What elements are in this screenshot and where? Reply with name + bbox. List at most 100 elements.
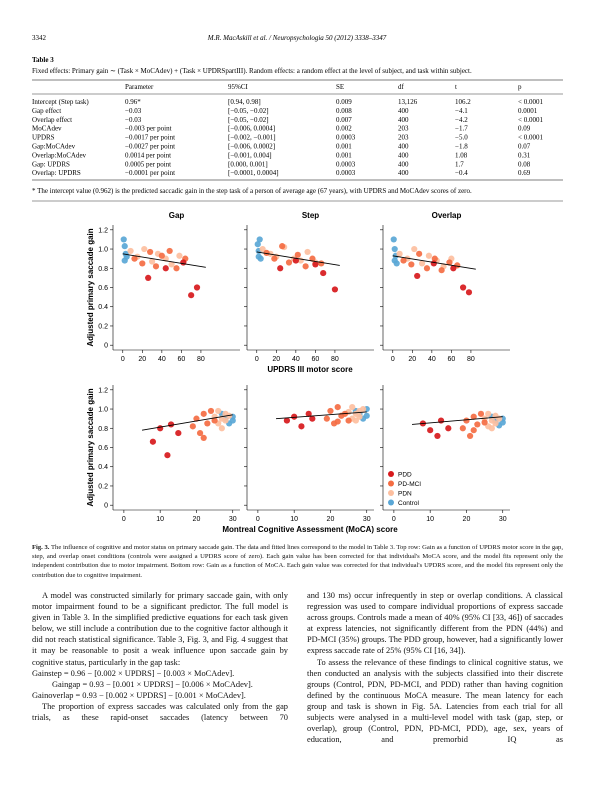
data-point (450, 265, 457, 272)
row-label: MoCAdev (32, 125, 62, 133)
y-tick-label: 0.6 (98, 285, 108, 292)
data-point (166, 247, 173, 255)
data-point (162, 265, 169, 272)
data-point (283, 417, 291, 424)
table-cell: 0.0001 (518, 107, 538, 115)
data-point (309, 415, 316, 422)
y-tick-label: 0.2 (98, 483, 108, 490)
data-point (390, 236, 397, 243)
table-cell: 0.001 (336, 151, 352, 159)
data-point (204, 420, 211, 427)
row-label: Overlap: UPDRS (32, 169, 81, 177)
figure: Adjusted primary saccade gain UPDRS III m… (86, 211, 510, 534)
x-tick-label: 10 (290, 516, 298, 523)
table-cell: −5.0 (455, 134, 468, 142)
table-cell: [−0.0001, 0.0004] (228, 169, 279, 177)
data-point (349, 404, 356, 411)
data-point (127, 247, 134, 255)
data-point (488, 425, 495, 432)
data-point (334, 418, 341, 425)
paragraph: The proportion of express saccades was c… (32, 701, 288, 723)
x-tick-label: 0 (392, 516, 396, 523)
table-cell: 0.002 (336, 125, 352, 133)
row-label: Overlap effect (32, 116, 72, 124)
data-point (189, 423, 196, 430)
table-cell: 0.0014 per point (125, 151, 171, 159)
x-tick-label: 0 (256, 516, 260, 523)
data-point (438, 267, 445, 274)
data-point (470, 427, 477, 434)
x-tick-label: 10 (426, 516, 434, 523)
data-point (145, 274, 152, 281)
table-cell: 0.0003 (336, 134, 356, 142)
left-column: A model was constructed similarly for pr… (32, 590, 288, 723)
data-point (470, 413, 477, 420)
data-point (391, 245, 398, 253)
data-point (304, 248, 311, 256)
data-point (430, 260, 437, 267)
y-tick-label: 0 (104, 503, 108, 510)
data-point (418, 260, 426, 267)
caption-label: Fig. 3. (32, 544, 50, 551)
table-cell: 0.31 (518, 151, 531, 159)
equation: Gaingap = 0.93 − [0.001 × UPDRS] − [0.00… (52, 679, 253, 689)
legend-marker (388, 490, 394, 496)
data-point (139, 260, 146, 267)
data-point (259, 245, 266, 253)
figure-caption: Fig. 3. The influence of cognitive and m… (32, 543, 563, 580)
data-point (164, 452, 171, 459)
x-tick-label: 60 (447, 356, 455, 363)
table-cell: 400 (398, 169, 409, 177)
y-tick-label: 0.4 (98, 464, 108, 471)
table-cell: −0.0001 per point (125, 169, 175, 177)
data-point (173, 265, 180, 272)
data-point (271, 255, 278, 262)
data-point (312, 261, 319, 268)
x-tick-label: 0 (122, 516, 126, 523)
data-point (363, 412, 370, 419)
x-tick-label: 80 (467, 356, 475, 363)
panel-title: Overlap (432, 211, 462, 220)
x-tick-label: 20 (408, 356, 416, 363)
x-tick-label: 60 (311, 356, 319, 363)
table-cell: −0.03 (125, 116, 142, 124)
x-tick-label: 80 (331, 356, 339, 363)
y-tick-label: 1.2 (98, 387, 108, 394)
table-cell: 400 (398, 160, 409, 168)
legend-label: PDD (398, 472, 412, 479)
data-point (474, 421, 481, 428)
data-point (196, 429, 204, 437)
y-tick-label: 0.6 (98, 445, 108, 452)
data-point (149, 438, 157, 445)
x-tick-label: 80 (197, 356, 205, 363)
table-cell: −4.1 (455, 107, 468, 115)
data-point (345, 417, 352, 424)
right-column: and 130 ms) occur infrequently in step o… (307, 590, 563, 745)
y-axis-label: Adjusted primary saccade gain (86, 388, 95, 506)
data-point (408, 261, 415, 268)
table-cell: −1.7 (455, 125, 468, 133)
table-cell: 0.07 (518, 143, 531, 151)
data-point (459, 425, 466, 432)
y-tick-label: 1.0 (98, 247, 108, 254)
row-label: Gap: UPDRS (32, 160, 70, 168)
data-point (323, 415, 330, 422)
data-point (331, 286, 339, 293)
data-point (158, 252, 165, 259)
data-point (152, 263, 160, 270)
data-point (320, 269, 327, 277)
data-point (352, 417, 359, 424)
caption-text: The influence of cognitive and motor sta… (32, 544, 563, 579)
table-cell: 203 (398, 134, 409, 142)
x-tick-label: 20 (272, 356, 280, 363)
y-tick-label: 0.8 (98, 266, 108, 273)
data-point (302, 263, 309, 270)
fit-line (275, 411, 367, 420)
x-tick-label: 0 (255, 356, 259, 363)
table-cell: 400 (398, 107, 409, 115)
legend-label: Control (398, 500, 420, 507)
data-point (431, 255, 438, 262)
data-point (168, 261, 175, 268)
panel-title: Gap (169, 211, 185, 220)
